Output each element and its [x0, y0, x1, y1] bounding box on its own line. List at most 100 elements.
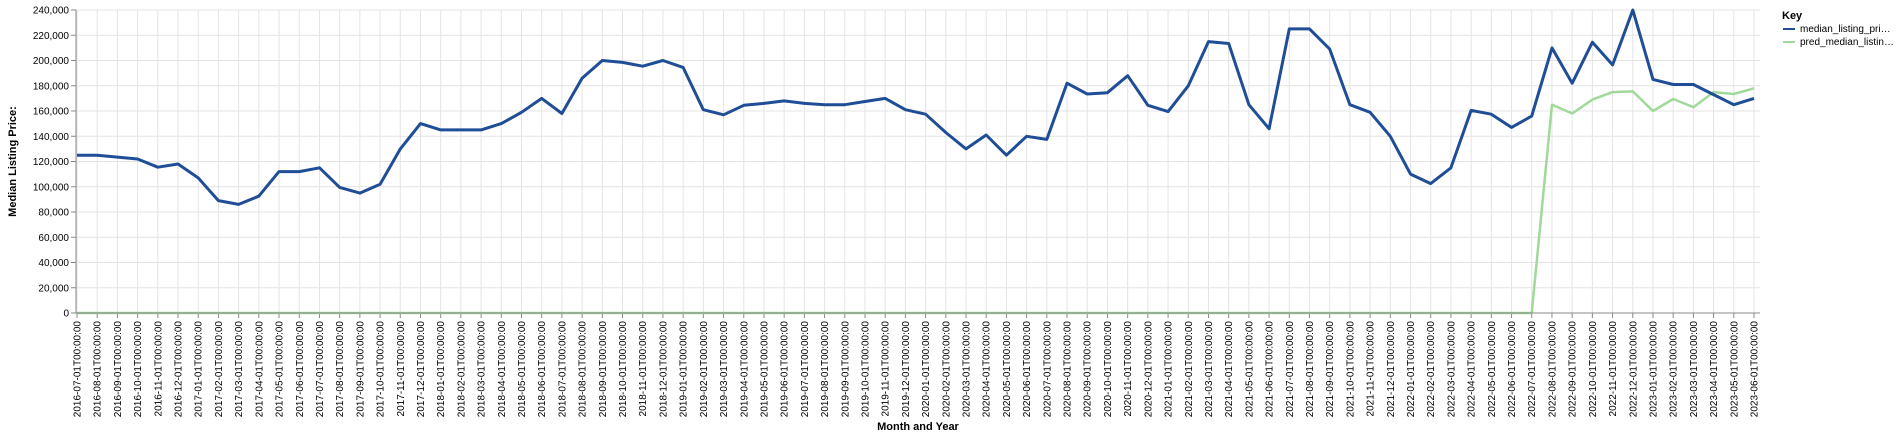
x-tick-label: 2021-07-01T00:00:00	[1285, 321, 1296, 418]
x-tick-label: 2022-01-01T00:00:00	[1406, 321, 1417, 418]
x-tick-label: 2020-03-01T00:00:00	[962, 321, 973, 418]
x-tick-label: 2019-04-01T00:00:00	[739, 321, 750, 418]
x-tick-label: 2023-05-01T00:00:00	[1729, 321, 1740, 418]
x-axis-title: Month and Year	[877, 421, 959, 433]
y-axis-ticks: 0 20,000 40,000 60,000 80,000 100,000 120,000 1…	[33, 6, 76, 320]
x-tick-label: 2019-06-01T00:00:00	[780, 321, 791, 418]
x-tick-label: 2016-11-01T00:00:00	[153, 321, 164, 417]
x-tick-label: 2021-10-01T00:00:00	[1345, 321, 1356, 418]
x-tick-label: 2017-04-01T00:00:00	[254, 321, 265, 418]
x-tick-label: 2018-10-01T00:00:00	[618, 321, 629, 418]
x-tick-label: 2023-01-01T00:00:00	[1648, 321, 1659, 418]
x-tick-label: 2020-12-01T00:00:00	[1143, 321, 1154, 418]
x-tick-label: 2017-08-01T00:00:00	[335, 321, 346, 418]
y-tick-label: 120,000	[33, 157, 70, 168]
x-tick-label: 2022-03-01T00:00:00	[1446, 321, 1457, 418]
x-tick-label: 2018-01-01T00:00:00	[436, 321, 447, 418]
x-tick-label: 2023-03-01T00:00:00	[1689, 321, 1700, 418]
x-axis-ticks: 2016-07-01T00:00:00 2016-08-01T00:00:00 20…	[73, 313, 1761, 417]
legend: Key median_listing_pri… pred_median_listi…	[1782, 10, 1894, 48]
y-tick-label: 100,000	[33, 182, 70, 193]
x-tick-label: 2018-08-01T00:00:00	[578, 321, 589, 418]
legend-title: Key	[1782, 10, 1803, 22]
x-tick-label: 2017-07-01T00:00:00	[315, 321, 326, 418]
x-tick-label: 2022-05-01T00:00:00	[1487, 321, 1498, 418]
x-tick-label: 2018-09-01T00:00:00	[598, 321, 609, 418]
x-tick-label: 2020-10-01T00:00:00	[1103, 321, 1114, 418]
x-tick-label: 2019-01-01T00:00:00	[679, 321, 690, 418]
legend-label: pred_median_listin…	[1800, 37, 1894, 48]
x-tick-label: 2019-11-01T00:00:00	[881, 321, 892, 417]
x-tick-label: 2022-09-01T00:00:00	[1568, 321, 1579, 418]
x-tick-label: 2021-06-01T00:00:00	[1265, 321, 1276, 418]
x-tick-label: 2022-11-01T00:00:00	[1608, 321, 1619, 417]
x-tick-label: 2017-01-01T00:00:00	[194, 321, 205, 418]
x-tick-label: 2017-05-01T00:00:00	[275, 321, 286, 418]
x-tick-label: 2020-09-01T00:00:00	[1083, 321, 1094, 418]
x-tick-label: 2021-05-01T00:00:00	[1244, 321, 1255, 418]
x-tick-label: 2019-08-01T00:00:00	[820, 321, 831, 418]
x-tick-label: 2016-12-01T00:00:00	[174, 321, 185, 418]
x-tick-label: 2020-07-01T00:00:00	[1042, 321, 1053, 418]
x-tick-label: 2019-07-01T00:00:00	[800, 321, 811, 418]
x-tick-label: 2022-06-01T00:00:00	[1507, 321, 1518, 418]
y-tick-label: 20,000	[38, 283, 69, 294]
x-tick-label: 2020-11-01T00:00:00	[1123, 321, 1134, 417]
x-tick-label: 2021-01-01T00:00:00	[1164, 321, 1175, 418]
x-tick-label: 2021-09-01T00:00:00	[1325, 321, 1336, 418]
y-tick-label: 220,000	[33, 31, 70, 42]
y-tick-label: 80,000	[38, 208, 69, 219]
x-tick-label: 2018-12-01T00:00:00	[658, 321, 669, 418]
gridlines	[76, 9, 1760, 314]
x-tick-label: 2021-04-01T00:00:00	[1224, 321, 1235, 418]
x-tick-label: 2020-01-01T00:00:00	[921, 321, 932, 418]
x-tick-label: 2018-11-01T00:00:00	[638, 321, 649, 417]
x-tick-label: 2022-10-01T00:00:00	[1588, 321, 1599, 418]
x-tick-label: 2023-06-01T00:00:00	[1750, 321, 1761, 418]
x-tick-label: 2016-07-01T00:00:00	[73, 321, 84, 418]
x-tick-label: 2017-06-01T00:00:00	[295, 321, 306, 418]
x-tick-label: 2018-02-01T00:00:00	[456, 321, 467, 418]
series-line-1	[77, 8, 1755, 206]
x-tick-label: 2021-11-01T00:00:00	[1366, 321, 1377, 417]
y-tick-label: 240,000	[33, 6, 70, 17]
x-tick-label: 2021-02-01T00:00:00	[1184, 321, 1195, 418]
x-tick-label: 2017-02-01T00:00:00	[214, 321, 225, 418]
x-tick-label: 2020-06-01T00:00:00	[1022, 321, 1033, 418]
x-tick-label: 2019-10-01T00:00:00	[860, 321, 871, 418]
x-tick-label: 2018-04-01T00:00:00	[497, 321, 508, 418]
x-tick-label: 2017-12-01T00:00:00	[416, 321, 427, 418]
x-tick-label: 2016-09-01T00:00:00	[113, 321, 124, 418]
x-tick-label: 2018-05-01T00:00:00	[517, 321, 528, 418]
x-tick-label: 2016-08-01T00:00:00	[93, 321, 104, 418]
x-tick-label: 2022-12-01T00:00:00	[1628, 321, 1639, 418]
x-tick-label: 2017-03-01T00:00:00	[234, 321, 245, 418]
y-axis-title: Median Listing Price:	[7, 106, 19, 217]
x-tick-label: 2016-10-01T00:00:00	[133, 321, 144, 418]
y-tick-label: 60,000	[38, 233, 69, 244]
x-tick-label: 2018-06-01T00:00:00	[537, 321, 548, 418]
x-tick-label: 2020-08-01T00:00:00	[1063, 321, 1074, 418]
x-tick-label: 2021-03-01T00:00:00	[1204, 321, 1215, 418]
x-tick-label: 2020-05-01T00:00:00	[1002, 321, 1013, 418]
x-tick-label: 2023-04-01T00:00:00	[1709, 321, 1720, 418]
y-tick-label: 140,000	[33, 132, 70, 143]
x-tick-label: 2022-07-01T00:00:00	[1527, 321, 1538, 418]
x-tick-label: 2018-07-01T00:00:00	[557, 321, 568, 418]
legend-label: median_listing_pri…	[1800, 24, 1891, 35]
x-tick-label: 2017-09-01T00:00:00	[355, 321, 366, 418]
x-tick-label: 2021-08-01T00:00:00	[1305, 321, 1316, 418]
x-tick-label: 2020-04-01T00:00:00	[982, 321, 993, 418]
x-tick-label: 2023-02-01T00:00:00	[1669, 321, 1680, 418]
y-tick-label: 180,000	[33, 81, 70, 92]
x-tick-label: 2017-11-01T00:00:00	[396, 321, 407, 417]
x-tick-label: 2019-09-01T00:00:00	[840, 321, 851, 418]
x-tick-label: 2022-04-01T00:00:00	[1467, 321, 1478, 418]
x-tick-label: 2022-08-01T00:00:00	[1547, 321, 1558, 418]
y-tick-label: 0	[63, 309, 69, 320]
y-tick-label: 200,000	[33, 56, 70, 67]
y-tick-label: 160,000	[33, 107, 70, 118]
x-tick-label: 2019-05-01T00:00:00	[759, 321, 770, 418]
x-tick-label: 2017-10-01T00:00:00	[376, 321, 387, 418]
